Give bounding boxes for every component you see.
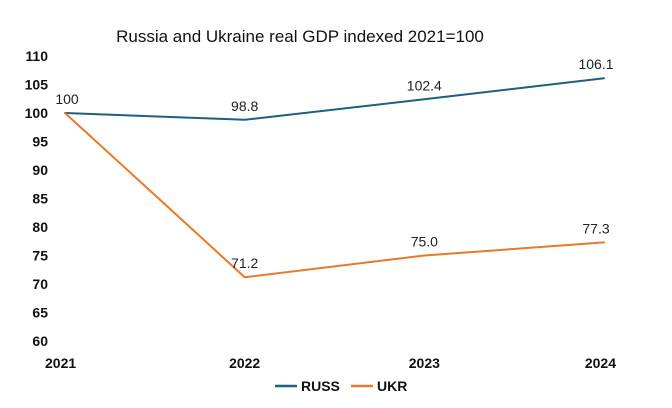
data-label: 98.8	[231, 98, 258, 114]
x-tick-label: 2022	[229, 355, 260, 371]
y-tick-label: 70	[32, 276, 48, 292]
x-tick-label: 2024	[585, 355, 616, 371]
series-line-ukr	[64, 112, 605, 279]
plot-area	[64, 77, 605, 279]
y-tick-label: 75	[32, 248, 48, 264]
data-label: 102.4	[407, 77, 442, 93]
y-tick-label: 105	[25, 77, 49, 93]
x-axis: 2021 2022 2023 2024	[45, 355, 616, 371]
x-tick-label: 2023	[409, 355, 440, 371]
data-label: 75.0	[411, 234, 438, 250]
y-tick-label: 85	[32, 191, 48, 207]
x-tick-label: 2021	[45, 355, 76, 371]
y-tick-label: 100	[25, 105, 49, 121]
legend: RUSS UKR	[275, 378, 407, 394]
y-axis: 60 65 70 75 80 85 90 95 100 105 110	[25, 48, 49, 349]
series-line-russ	[64, 77, 605, 121]
data-label: 100	[55, 91, 79, 107]
legend-label: UKR	[377, 378, 407, 394]
data-labels: 100 98.8 102.4 106.1 71.2 75.0 77.3	[55, 56, 613, 271]
data-label: 106.1	[578, 56, 613, 72]
chart-title: Russia and Ukraine real GDP indexed 2021…	[116, 27, 484, 46]
y-tick-label: 90	[32, 162, 48, 178]
legend-label: RUSS	[301, 378, 340, 394]
y-tick-label: 80	[32, 219, 48, 235]
data-label: 71.2	[231, 255, 258, 271]
y-tick-label: 65	[32, 305, 48, 321]
y-tick-label: 110	[25, 48, 48, 64]
y-tick-label: 95	[32, 134, 48, 150]
data-label: 77.3	[582, 220, 609, 236]
y-tick-label: 60	[32, 333, 48, 349]
